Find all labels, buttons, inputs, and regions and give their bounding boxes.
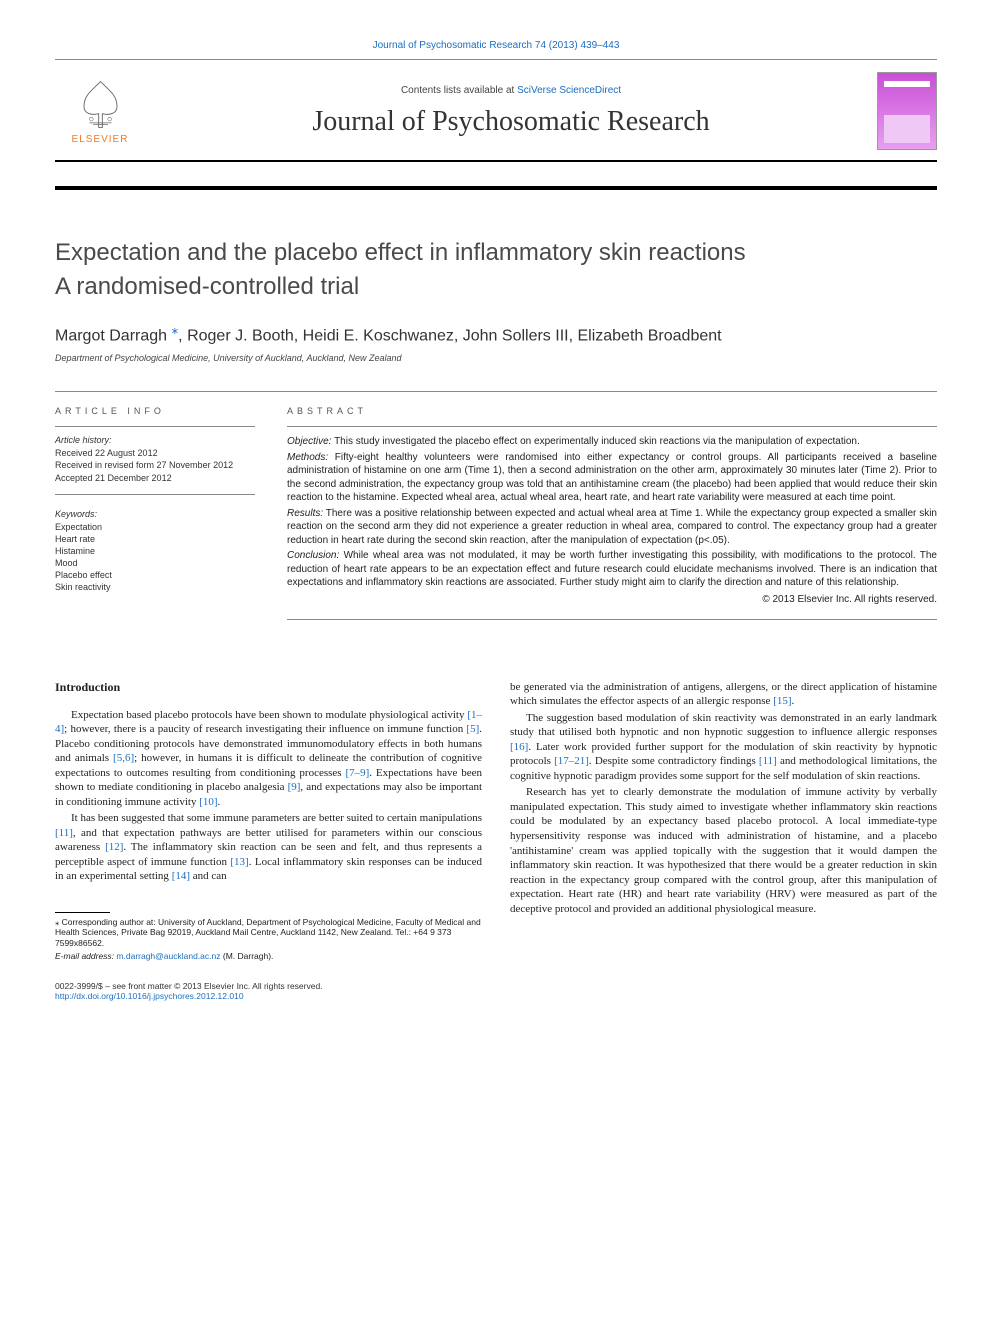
keyword: Heart rate xyxy=(55,533,255,545)
issn-line: 0022-3999/$ – see front matter © 2013 El… xyxy=(55,981,937,991)
body-column-right: be generated via the administration of a… xyxy=(510,680,937,964)
results-text: There was a positive relationship betwee… xyxy=(287,508,937,546)
citation-link[interactable]: [14] xyxy=(172,870,190,882)
body-text: . Despite some contradictory findings xyxy=(589,755,759,767)
corresponding-footnote: ⁎ Corresponding author at: University of… xyxy=(55,917,482,949)
results-label: Results: xyxy=(287,508,323,519)
body-text: The suggestion based modulation of skin … xyxy=(510,712,937,739)
publisher-logo: ELSEVIER xyxy=(55,77,145,145)
footnote-rule xyxy=(55,912,110,913)
objective-text: This study investigated the placebo effe… xyxy=(331,436,859,447)
author-first: Margot Darragh xyxy=(55,327,172,344)
sciencedirect-link[interactable]: SciVerse ScienceDirect xyxy=(517,85,621,96)
body-text: and can xyxy=(190,870,227,882)
contents-line: Contents lists available at SciVerse Sci… xyxy=(145,85,877,96)
citation-link[interactable]: [7–9] xyxy=(345,767,369,779)
citation-link[interactable]: [13] xyxy=(230,856,248,868)
methods-label: Methods: xyxy=(287,452,328,463)
body-text: It has been suggested that some immune p… xyxy=(71,812,482,824)
authors-rest: , Roger J. Booth, Heidi E. Koschwanez, J… xyxy=(178,327,721,344)
citation-link[interactable]: [5,6] xyxy=(113,752,134,764)
affiliation: Department of Psychological Medicine, Un… xyxy=(55,353,937,363)
history-revised: Received in revised form 27 November 201… xyxy=(55,459,255,471)
publisher-label: ELSEVIER xyxy=(72,134,129,145)
keyword: Placebo effect xyxy=(55,569,255,581)
citation-link[interactable]: [16] xyxy=(510,741,528,753)
email-link[interactable]: m.darragh@auckland.ac.nz xyxy=(116,951,220,961)
objective-label: Objective: xyxy=(287,436,331,447)
body-text: ; however, there is a paucity of researc… xyxy=(64,723,466,735)
history-accepted: Accepted 21 December 2012 xyxy=(55,472,255,484)
info-rule-2 xyxy=(55,494,255,495)
doi-link[interactable]: http://dx.doi.org/10.1016/j.jpsychores.2… xyxy=(55,991,937,1001)
keywords-list: Expectation Heart rate Histamine Mood Pl… xyxy=(55,521,255,594)
meta-top-rule xyxy=(55,391,937,392)
citation-link[interactable]: [10] xyxy=(199,796,217,808)
citation-link[interactable]: [15] xyxy=(773,695,791,707)
citation-link[interactable]: [5] xyxy=(466,723,479,735)
masthead-rule xyxy=(55,186,937,190)
email-label: E-mail address: xyxy=(55,951,116,961)
page-footer: 0022-3999/$ – see front matter © 2013 El… xyxy=(55,981,937,1001)
abstract-copyright: © 2013 Elsevier Inc. All rights reserved… xyxy=(287,594,937,605)
body-text: Expectation based placebo protocols have… xyxy=(71,709,467,721)
masthead: ELSEVIER Contents lists available at Sci… xyxy=(55,59,937,162)
conclusion-label: Conclusion: xyxy=(287,550,339,561)
body-text: . xyxy=(218,796,221,808)
footnote-text: Corresponding author at: University of A… xyxy=(55,917,481,948)
keyword: Expectation xyxy=(55,521,255,533)
keyword: Mood xyxy=(55,557,255,569)
body-text: . xyxy=(792,695,795,707)
citation-link[interactable]: [11] xyxy=(759,755,777,767)
article-title: Expectation and the placebo effect in in… xyxy=(55,238,937,268)
author-list: Margot Darragh ⁎, Roger J. Booth, Heidi … xyxy=(55,322,937,345)
citation-link[interactable]: [17–21] xyxy=(554,755,589,767)
abstract-body: Objective: This study investigated the p… xyxy=(287,435,937,590)
abstract-bottom-rule xyxy=(287,619,937,620)
body-text: be generated via the administration of a… xyxy=(510,681,937,708)
body-column-left: Introduction Expectation based placebo p… xyxy=(55,680,482,964)
info-rule xyxy=(55,426,255,427)
running-header: Journal of Psychosomatic Research 74 (20… xyxy=(55,40,937,51)
methods-text: Fifty-eight healthy volunteers were rand… xyxy=(287,452,937,504)
contents-prefix: Contents lists available at xyxy=(401,85,517,96)
article-subtitle: A randomised-controlled trial xyxy=(55,272,937,302)
keywords-label: Keywords: xyxy=(55,509,255,519)
abstract-rule xyxy=(287,426,937,427)
history-received: Received 22 August 2012 xyxy=(55,447,255,459)
journal-cover-thumbnail xyxy=(877,72,937,150)
elsevier-tree-icon xyxy=(73,77,128,132)
intro-heading: Introduction xyxy=(55,680,482,696)
citation-link[interactable]: [12] xyxy=(105,841,123,853)
abstract-label: ABSTRACT xyxy=(287,406,937,416)
journal-name: Journal of Psychosomatic Research xyxy=(145,106,877,138)
keyword: Skin reactivity xyxy=(55,581,255,593)
citation-link[interactable]: [11] xyxy=(55,827,73,839)
email-suffix: (M. Darragh). xyxy=(221,951,274,961)
history-label: Article history: xyxy=(55,435,255,445)
conclusion-text: While wheal area was not modulated, it m… xyxy=(287,550,937,588)
body-text: Research has yet to clearly demonstrate … xyxy=(510,786,937,914)
email-footnote: E-mail address: m.darragh@auckland.ac.nz… xyxy=(55,951,482,962)
keyword: Histamine xyxy=(55,545,255,557)
citation-link[interactable]: [9] xyxy=(288,781,301,793)
article-info-label: ARTICLE INFO xyxy=(55,406,255,416)
